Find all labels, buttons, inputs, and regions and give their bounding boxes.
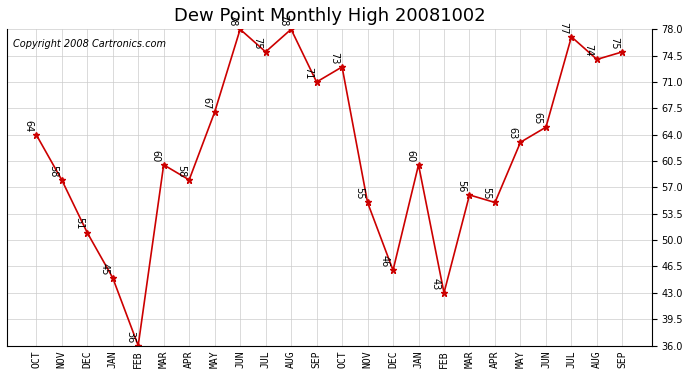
Text: 73: 73 [328,52,339,64]
Text: 55: 55 [354,187,364,200]
Text: 64: 64 [23,120,33,132]
Text: 65: 65 [533,112,542,125]
Text: 67: 67 [201,97,211,109]
Text: 60: 60 [405,150,415,162]
Text: 74: 74 [584,44,593,57]
Text: 78: 78 [227,14,237,27]
Text: 71: 71 [303,67,313,79]
Text: 46: 46 [380,255,390,267]
Text: 58: 58 [48,165,59,177]
Text: 63: 63 [507,127,517,140]
Text: Copyright 2008 Cartronics.com: Copyright 2008 Cartronics.com [13,39,166,49]
Text: 78: 78 [278,14,288,27]
Text: 45: 45 [99,262,110,275]
Text: 58: 58 [176,165,186,177]
Text: 75: 75 [253,37,262,49]
Text: 36: 36 [125,330,135,343]
Text: 60: 60 [150,150,160,162]
Text: 43: 43 [431,278,441,290]
Text: 55: 55 [482,187,492,200]
Text: 56: 56 [456,180,466,192]
Text: 77: 77 [558,21,568,34]
Text: 51: 51 [74,217,84,230]
Text: 75: 75 [609,37,619,49]
Title: Dew Point Monthly High 20081002: Dew Point Monthly High 20081002 [173,7,485,25]
